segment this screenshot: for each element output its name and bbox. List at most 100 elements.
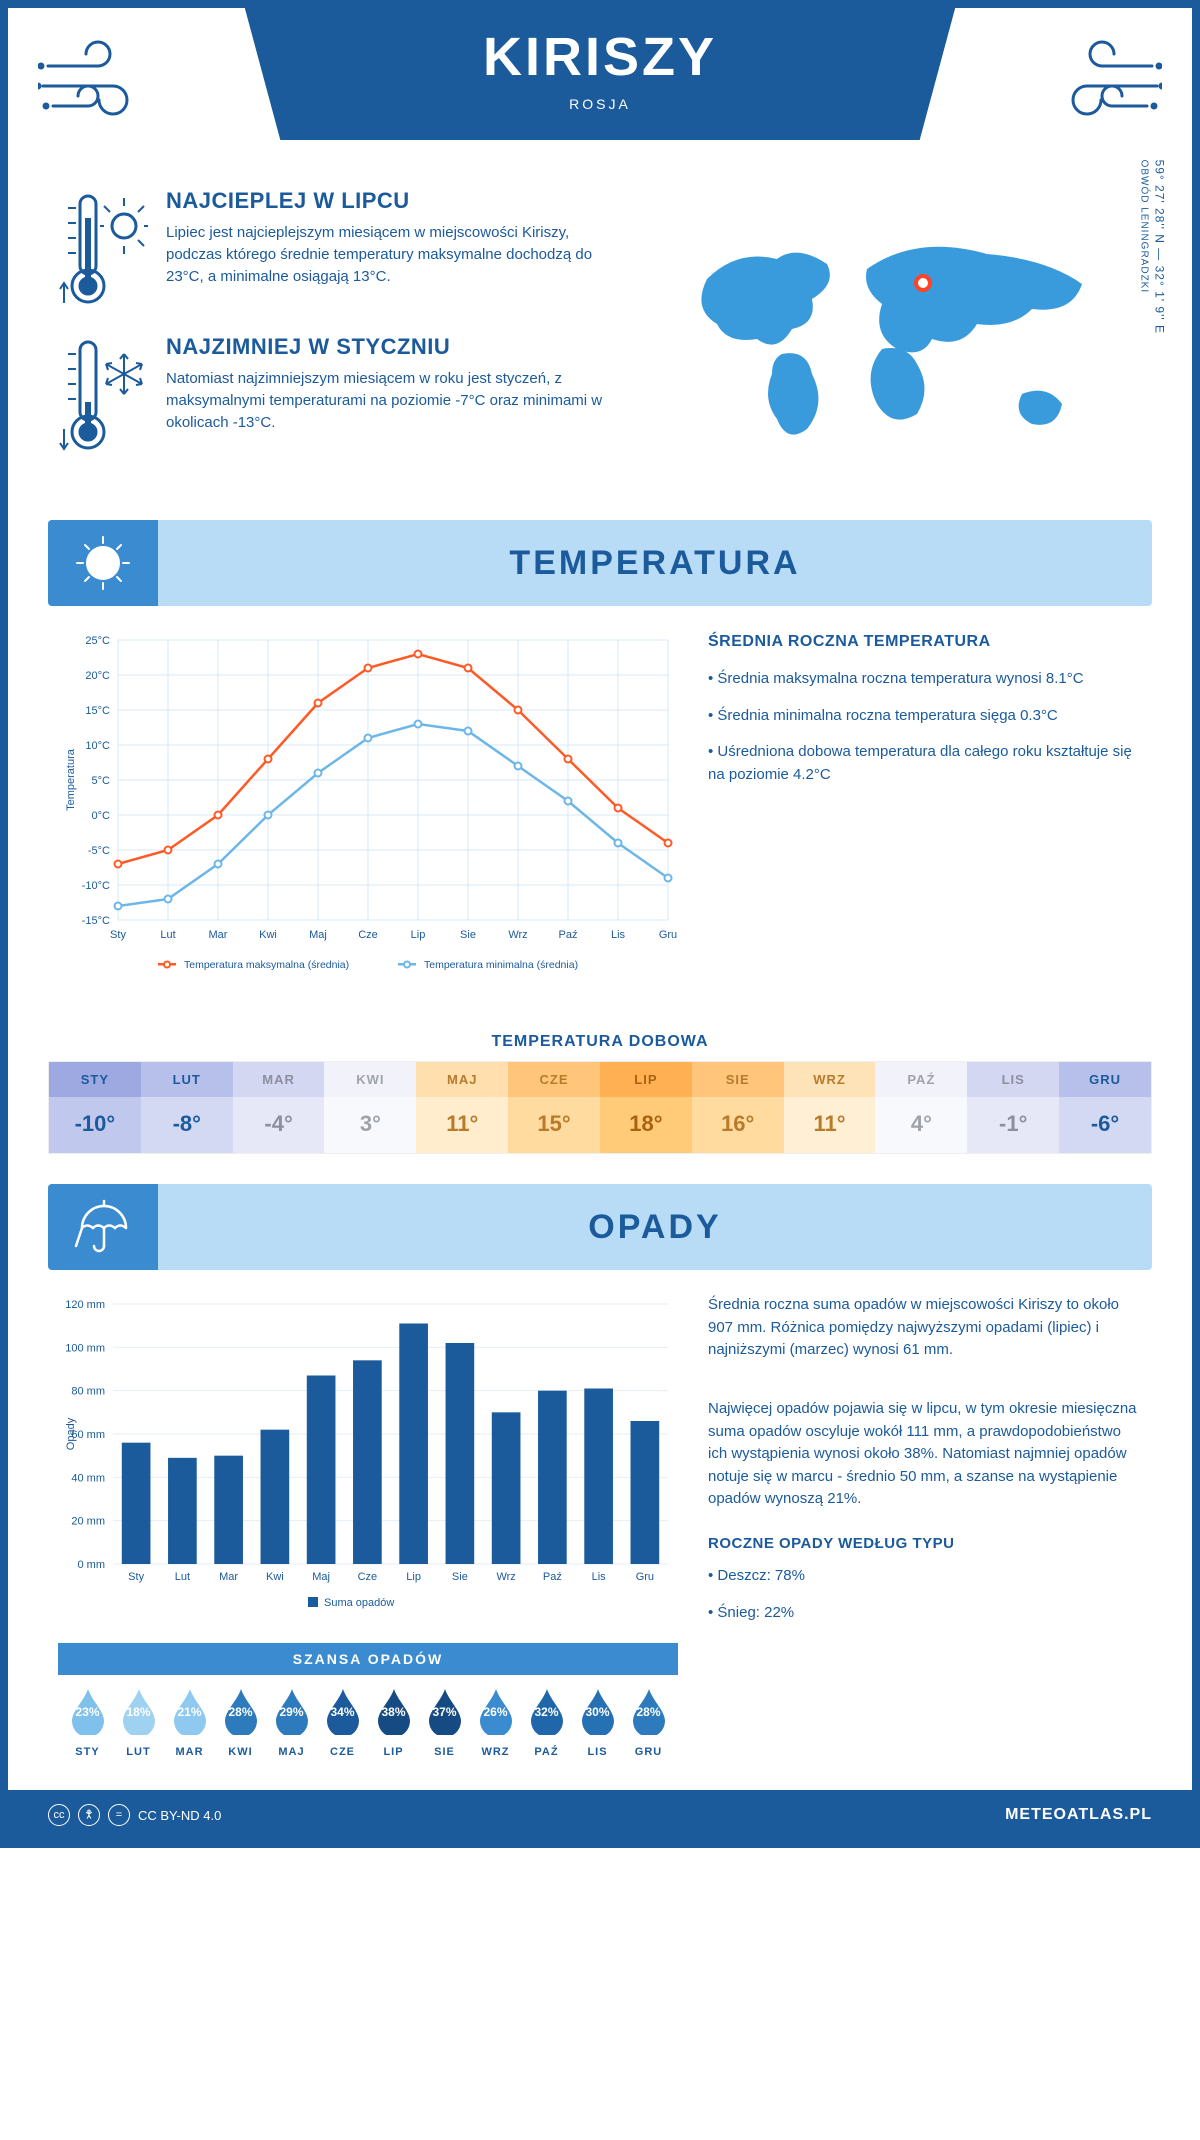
svg-text:Sty: Sty (128, 1571, 144, 1583)
sun-icon (48, 520, 158, 606)
svg-text:Lip: Lip (411, 929, 426, 941)
avg-l1: • Średnia maksymalna roczna temperatura … (708, 668, 1142, 691)
wind-icon (38, 36, 158, 126)
daily-temp-table: STY-10°LUT-8°MAR-4°KWI3°MAJ11°CZE15°LIP1… (48, 1061, 1152, 1154)
avg-l3: • Uśredniona dobowa temperatura dla całe… (708, 741, 1142, 786)
svg-text:Lis: Lis (592, 1571, 607, 1583)
cold-title: NAJZIMNIEJ W STYCZNIU (166, 334, 622, 360)
svg-text:Suma opadów: Suma opadów (324, 1597, 394, 1609)
svg-text:25°C: 25°C (85, 635, 110, 647)
svg-text:0°C: 0°C (92, 810, 111, 822)
map-block: 59° 27' 28'' N — 32° 1' 9'' E OBWÓD LENI… (652, 188, 1142, 480)
chance-drop: 37%SIE (419, 1687, 470, 1758)
license-block: cc 🯆 = CC BY-ND 4.0 (48, 1804, 221, 1826)
svg-text:20°C: 20°C (85, 670, 110, 682)
temp-heading: TEMPERATURA (158, 544, 1152, 583)
svg-text:Cze: Cze (358, 929, 378, 941)
svg-text:120 mm: 120 mm (65, 1299, 105, 1311)
chance-drop: 29%MAJ (266, 1687, 317, 1758)
svg-text:-15°C: -15°C (82, 915, 110, 927)
precip-text: Średnia roczna suma opadów w miejscowośc… (708, 1294, 1142, 1770)
svg-text:Gru: Gru (636, 1571, 654, 1583)
svg-text:Mar: Mar (209, 929, 228, 941)
world-map (687, 219, 1107, 449)
svg-text:Gru: Gru (659, 929, 677, 941)
daily-temp-cell: SIE16° (692, 1062, 784, 1153)
daily-temp-cell: PAŹ4° (875, 1062, 967, 1153)
chance-drop: 28%KWI (215, 1687, 266, 1758)
thermometer-hot-icon (58, 188, 148, 308)
precip-p2: Najwięcej opadów pojawia się w lipcu, w … (708, 1398, 1142, 1511)
precip-heading: OPADY (158, 1208, 1152, 1247)
temperature-area: -15°C-10°C-5°C0°C5°C10°C15°C20°C25°CStyL… (8, 630, 1192, 1015)
city-title: KIRISZY (245, 26, 955, 88)
svg-text:15°C: 15°C (85, 705, 110, 717)
svg-text:Lis: Lis (611, 929, 626, 941)
by-icon: 🯆 (78, 1804, 100, 1826)
chance-drop: 21%MAR (164, 1687, 215, 1758)
daily-temp-cell: LIP18° (600, 1062, 692, 1153)
avg-l2: • Średnia minimalna roczna temperatura s… (708, 705, 1142, 728)
svg-text:20 mm: 20 mm (71, 1516, 105, 1528)
svg-text:Paź: Paź (543, 1571, 562, 1583)
page-frame: KIRISZY ROSJA NAJCIEPLEJ W LIPCU Lipiec … (0, 0, 1200, 1848)
svg-text:Sie: Sie (452, 1571, 468, 1583)
chance-title: SZANSA OPADÓW (58, 1643, 678, 1675)
svg-text:10°C: 10°C (85, 740, 110, 752)
svg-text:-10°C: -10°C (82, 880, 110, 892)
daily-temp-cell: STY-10° (49, 1062, 141, 1153)
avg-temp-box: ŚREDNIA ROCZNA TEMPERATURA • Średnia mak… (708, 630, 1142, 995)
precip-chance-box: SZANSA OPADÓW 23%STY18%LUT21%MAR28%KWI29… (58, 1643, 678, 1770)
coldest-block: NAJZIMNIEJ W STYCZNIU Natomiast najzimni… (58, 334, 622, 454)
yearly-rain: • Deszcz: 78% (708, 1565, 1142, 1588)
license-text: CC BY-ND 4.0 (138, 1808, 221, 1823)
svg-text:Maj: Maj (312, 1571, 330, 1583)
svg-text:Temperatura: Temperatura (65, 748, 77, 811)
daily-temp-cell: LIS-1° (967, 1062, 1059, 1153)
precip-p1: Średnia roczna suma opadów w miejscowośc… (708, 1294, 1142, 1362)
hot-text: Lipiec jest najcieplejszym miesiącem w m… (166, 222, 622, 287)
chance-drop: 32%PAŹ (521, 1687, 572, 1758)
chance-drop: 38%LIP (368, 1687, 419, 1758)
svg-text:Kwi: Kwi (266, 1571, 284, 1583)
svg-text:Paź: Paź (559, 929, 578, 941)
hot-title: NAJCIEPLEJ W LIPCU (166, 188, 622, 214)
svg-text:Kwi: Kwi (259, 929, 277, 941)
daily-temp-cell: CZE15° (508, 1062, 600, 1153)
daily-temp-cell: MAR-4° (233, 1062, 325, 1153)
svg-text:Lut: Lut (160, 929, 175, 941)
chance-drop: 34%CZE (317, 1687, 368, 1758)
thermometer-cold-icon (58, 334, 148, 454)
daily-temp-cell: MAJ11° (416, 1062, 508, 1153)
site-name: METEOATLAS.PL (1005, 1806, 1152, 1824)
daily-temp-cell: LUT-8° (141, 1062, 233, 1153)
svg-text:Wrz: Wrz (508, 929, 527, 941)
title-banner: KIRISZY ROSJA (245, 8, 955, 140)
daily-temp-title: TEMPERATURA DOBOWA (8, 1033, 1192, 1051)
svg-text:Mar: Mar (219, 1571, 238, 1583)
coordinates-label: 59° 27' 28'' N — 32° 1' 9'' E OBWÓD LENI… (1138, 160, 1166, 334)
chance-drop: 30%LIS (572, 1687, 623, 1758)
cold-text: Natomiast najzimniejszym miesiącem w rok… (166, 368, 622, 433)
wind-icon (1042, 36, 1162, 126)
intro-section: NAJCIEPLEJ W LIPCU Lipiec jest najcieple… (8, 188, 1192, 510)
nd-icon: = (108, 1804, 130, 1826)
svg-text:-5°C: -5°C (88, 845, 110, 857)
svg-text:Temperatura minimalna (średnia: Temperatura minimalna (średnia) (424, 959, 578, 971)
precip-chart: 0 mm20 mm40 mm60 mm80 mm100 mm120 mmStyL… (58, 1294, 678, 1770)
temperature-section-bar: TEMPERATURA (48, 520, 1152, 606)
daily-temp-cell: GRU-6° (1059, 1062, 1151, 1153)
svg-text:Wrz: Wrz (496, 1571, 515, 1583)
svg-text:80 mm: 80 mm (71, 1386, 105, 1398)
svg-text:Sty: Sty (110, 929, 126, 941)
world-svg (687, 219, 1107, 449)
footer: cc 🯆 = CC BY-ND 4.0 METEOATLAS.PL (8, 1790, 1192, 1840)
daily-temp-cell: WRZ11° (784, 1062, 876, 1153)
svg-text:Lut: Lut (175, 1571, 190, 1583)
region-text: OBWÓD LENINGRADZKI (1138, 160, 1149, 334)
chance-drop: 26%WRZ (470, 1687, 521, 1758)
svg-text:Cze: Cze (358, 1571, 378, 1583)
svg-text:Sie: Sie (460, 929, 476, 941)
yearly-snow: • Śnieg: 22% (708, 1602, 1142, 1625)
svg-text:Maj: Maj (309, 929, 327, 941)
